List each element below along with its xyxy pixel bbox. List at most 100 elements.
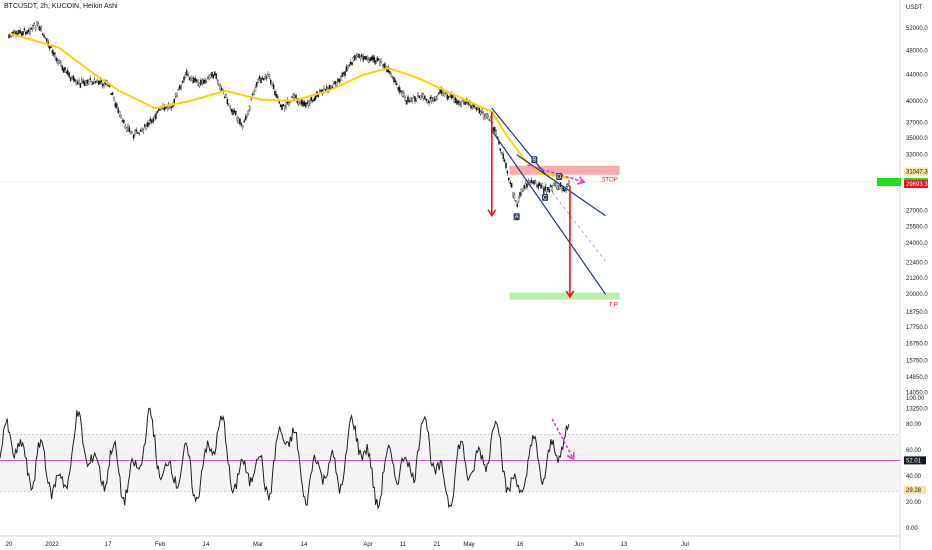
price-tick-label: 24000.0 bbox=[906, 241, 928, 247]
candle-body bbox=[137, 131, 139, 134]
candle-body bbox=[205, 81, 208, 84]
hidden-price-tag-left bbox=[877, 178, 901, 186]
candle-body bbox=[403, 92, 405, 97]
wave-label-d-box bbox=[556, 173, 563, 181]
candle-body bbox=[44, 37, 47, 39]
candle-body bbox=[566, 184, 569, 187]
candle-body bbox=[411, 98, 413, 102]
candle-body bbox=[43, 35, 45, 38]
candle-body bbox=[250, 98, 252, 100]
candle-body bbox=[195, 79, 198, 82]
candle-body bbox=[39, 25, 41, 31]
candle-body bbox=[517, 197, 520, 202]
candle-body bbox=[145, 125, 147, 130]
wave-label-b: B bbox=[532, 158, 536, 164]
candle-body bbox=[270, 79, 272, 84]
candle-body bbox=[449, 94, 451, 98]
candle-body bbox=[499, 148, 502, 152]
candle-body bbox=[202, 79, 205, 84]
candle-body bbox=[57, 60, 59, 64]
candle-body bbox=[152, 118, 154, 122]
candle-body bbox=[495, 130, 497, 135]
candle-body bbox=[55, 58, 58, 62]
candle-body bbox=[425, 99, 427, 101]
candle-body bbox=[123, 120, 125, 124]
candle-body bbox=[536, 184, 538, 187]
osc-last-value-tag bbox=[904, 485, 926, 494]
candle-body bbox=[537, 183, 539, 189]
candle-body bbox=[233, 110, 236, 113]
time-tick-label: 13 bbox=[621, 542, 628, 548]
wave-label-d: D bbox=[557, 175, 562, 181]
candle-body bbox=[209, 74, 212, 79]
candle-body bbox=[551, 186, 553, 192]
wave-label-a: A bbox=[515, 215, 519, 221]
candle-body bbox=[526, 183, 528, 188]
candle-body bbox=[333, 81, 335, 84]
price-tick-label: 17750.0 bbox=[906, 325, 928, 331]
time-tick-label: 14 bbox=[203, 542, 210, 548]
candle-body bbox=[96, 79, 98, 83]
candle-body bbox=[383, 63, 385, 69]
candle-body bbox=[102, 83, 104, 87]
candle-body bbox=[236, 117, 238, 121]
candle-body bbox=[390, 73, 392, 77]
candle-body bbox=[244, 116, 247, 121]
candle-body bbox=[279, 104, 282, 107]
candle-body bbox=[58, 60, 61, 63]
candle-body bbox=[328, 85, 331, 90]
osc-band bbox=[0, 434, 900, 492]
candle-body bbox=[530, 179, 532, 183]
candle-body bbox=[218, 84, 220, 87]
candle-body bbox=[545, 186, 548, 193]
candle-body bbox=[380, 58, 383, 63]
candle-body bbox=[267, 73, 269, 76]
candle-body bbox=[442, 90, 444, 96]
candle-body bbox=[130, 130, 132, 134]
candle-body bbox=[25, 31, 27, 35]
candle-body bbox=[306, 102, 308, 105]
candle-body bbox=[127, 125, 129, 131]
candle-body bbox=[552, 183, 555, 186]
candle-body bbox=[338, 78, 341, 82]
candle-body bbox=[534, 180, 537, 182]
candle-body bbox=[372, 55, 374, 61]
candle-body bbox=[249, 106, 251, 110]
candle-body bbox=[515, 200, 517, 203]
candle-body bbox=[314, 95, 317, 100]
price-tick-label: 20000.0 bbox=[906, 292, 928, 298]
candle-body bbox=[239, 118, 241, 125]
candle-body bbox=[344, 71, 346, 76]
candle-body bbox=[407, 96, 409, 102]
candle-body bbox=[78, 80, 80, 85]
candle-body bbox=[211, 72, 213, 77]
time-tick-label: Mar bbox=[253, 542, 263, 548]
candle-body bbox=[354, 55, 356, 60]
candle-body bbox=[232, 110, 234, 115]
candle-body bbox=[138, 132, 140, 135]
candle-body bbox=[263, 78, 265, 81]
price-tick-label: 27000.0 bbox=[906, 208, 928, 214]
candle-body bbox=[116, 103, 118, 108]
candle-body bbox=[88, 80, 90, 85]
candle-body bbox=[340, 76, 342, 81]
candle-body bbox=[396, 83, 398, 85]
candle-body bbox=[503, 159, 506, 162]
candle-body bbox=[366, 56, 369, 60]
candle-body bbox=[424, 95, 426, 100]
candle-body bbox=[180, 85, 182, 90]
candle-body bbox=[74, 78, 76, 82]
osc-tick-label: 100.00 bbox=[906, 396, 925, 402]
candle-body bbox=[377, 58, 380, 61]
candle-body bbox=[414, 96, 416, 102]
candle-body bbox=[319, 90, 321, 92]
candle-body bbox=[114, 103, 117, 108]
candle-body bbox=[523, 185, 525, 189]
candle-body bbox=[463, 101, 465, 104]
osc-arrow bbox=[551, 418, 575, 460]
candle-body bbox=[351, 62, 353, 66]
candle-body bbox=[487, 114, 489, 119]
time-tick-label: 17 bbox=[105, 542, 112, 548]
